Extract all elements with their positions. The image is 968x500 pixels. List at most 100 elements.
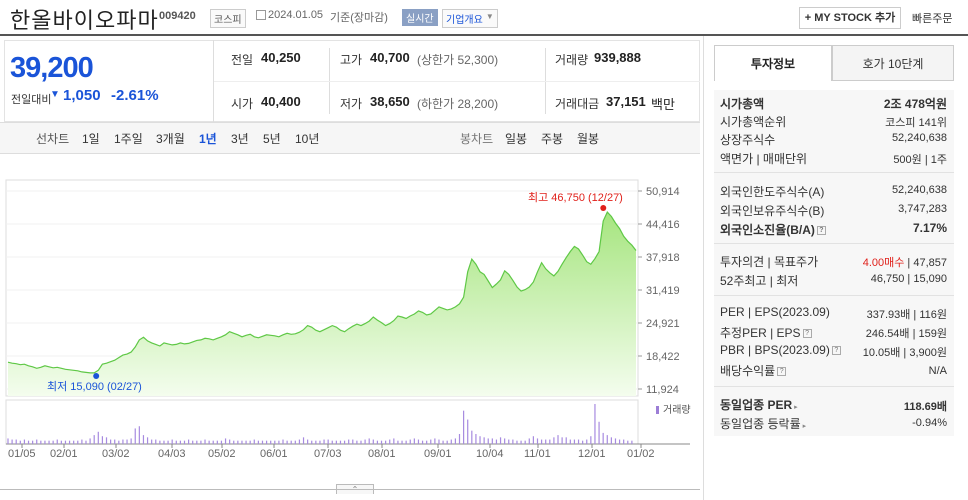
help-icon[interactable]: ? xyxy=(777,367,787,377)
volume-bar xyxy=(15,439,17,444)
y-axis-ticks: 50,914 44,416 37,918 31,419 24,921 18,422 11,9… xyxy=(638,186,680,396)
x-tick-label: 06/01 xyxy=(260,448,288,460)
tab-3m[interactable]: 3개월 xyxy=(156,132,185,146)
volume-bar xyxy=(101,436,104,444)
volume-bar xyxy=(261,440,264,444)
volume-bar xyxy=(508,439,510,444)
volume-bar xyxy=(417,439,420,444)
volume-bar xyxy=(126,439,128,444)
company-overview-button[interactable]: 기업개요 ▼ xyxy=(442,9,498,28)
tab-orderbook-10[interactable]: 호가 10단계 xyxy=(832,45,954,81)
volume-bar xyxy=(241,440,243,444)
foreign-own-label: 외국인보유주식수(B) xyxy=(720,204,825,218)
line-chart-label: 선차트 xyxy=(36,132,70,146)
sector-change-value: -0.94% xyxy=(912,417,947,429)
volume-bar xyxy=(286,440,288,444)
volume-bar xyxy=(463,410,465,444)
x-tick-label: 08/01 xyxy=(368,448,396,460)
volume-bar xyxy=(142,435,145,444)
volume-bar xyxy=(401,440,403,444)
tab-monthly-candle[interactable]: 월봉 xyxy=(577,132,600,146)
volume-bar xyxy=(442,440,444,444)
volume-bar xyxy=(426,440,428,444)
volume-frame xyxy=(5,399,639,445)
y-tick-label: 24,921 xyxy=(646,318,680,330)
x-tick-label: 12/01 xyxy=(578,448,606,460)
volume-bar xyxy=(253,439,255,444)
volume-bar xyxy=(483,437,485,444)
volume-bar xyxy=(627,440,629,444)
x-tick-label: 09/01 xyxy=(424,448,452,460)
volume-bar xyxy=(421,440,424,444)
volume-bar xyxy=(179,440,181,444)
tab-5y[interactable]: 5년 xyxy=(263,132,281,146)
volume-bar xyxy=(188,439,190,444)
volume-bar xyxy=(245,440,247,444)
volume-bar xyxy=(159,440,161,444)
tab-1d[interactable]: 1일 xyxy=(82,132,100,146)
volume-bar xyxy=(549,439,551,444)
volume-bar xyxy=(553,437,555,444)
volume-bar xyxy=(364,439,366,444)
section-divider xyxy=(714,386,954,387)
tab-daily-candle[interactable]: 일봉 xyxy=(505,132,528,146)
y-tick-label: 44,416 xyxy=(646,219,680,231)
chart-tab-bar xyxy=(0,122,700,154)
volume-bar xyxy=(208,440,210,444)
tab-3y[interactable]: 3년 xyxy=(231,132,249,146)
market-cap-rank-value: 코스피 141위 xyxy=(885,117,947,129)
volume-bar xyxy=(467,419,469,444)
help-icon[interactable]: ? xyxy=(802,329,812,339)
x-tick-label: 11/01 xyxy=(524,448,551,460)
volume-bar xyxy=(52,440,54,444)
down-triangle-icon: ▼ xyxy=(50,89,60,100)
volume-bar xyxy=(545,439,547,444)
tab-10y[interactable]: 10년 xyxy=(295,132,320,146)
volume-bar xyxy=(557,435,559,444)
volume-bar xyxy=(372,439,374,444)
tab-weekly-candle[interactable]: 주봉 xyxy=(541,132,564,146)
sector-change-label-row[interactable]: 동일업종 등락률 ▸ xyxy=(720,415,806,432)
price-chart[interactable]: 50,914 44,416 37,918 31,419 24,921 18,422 11,9… xyxy=(0,160,700,470)
chart-bottom-divider xyxy=(0,489,700,490)
sector-per-label-row[interactable]: 동일업종 PER ▸ xyxy=(720,396,798,413)
min-label: 최저 15,090 (02/27) xyxy=(47,380,142,393)
quote-row-divider xyxy=(214,81,700,82)
tab-1w[interactable]: 1주일 xyxy=(114,132,143,146)
volume-bar xyxy=(146,437,149,444)
volume-bar xyxy=(97,431,99,444)
face-value-value: 500원 | 1주 xyxy=(893,154,947,166)
amount-unit: 백만 xyxy=(651,97,675,112)
volume-value: 939,888 xyxy=(594,50,641,65)
volume-bar xyxy=(598,421,600,444)
tab-invest-info[interactable]: 투자정보 xyxy=(714,45,832,81)
calendar-icon xyxy=(256,10,266,20)
help-icon[interactable]: ? xyxy=(831,346,841,356)
quick-order-button[interactable]: 빠른주문 xyxy=(912,13,953,25)
volume-bar xyxy=(360,440,362,444)
foreign-ratio-value: 7.17% xyxy=(912,221,947,235)
volume-bar xyxy=(122,439,124,444)
target-price: 47,857 xyxy=(913,257,947,269)
volume-bar xyxy=(430,439,432,444)
help-icon[interactable]: ? xyxy=(816,226,826,236)
add-mystock-button[interactable]: + MY STOCK 추가 xyxy=(799,7,901,29)
volume-bar xyxy=(290,440,292,444)
upper-limit: (상한가 52,300) xyxy=(417,53,499,67)
realtime-button[interactable]: 실시간 xyxy=(402,9,438,26)
volume-bar xyxy=(524,440,526,444)
volume-bar xyxy=(606,435,608,444)
volume-legend-swatch xyxy=(656,406,659,414)
x-tick-label: 03/02 xyxy=(102,448,130,460)
volume-bar xyxy=(298,439,301,444)
low-label: 저가 xyxy=(340,97,363,111)
stock-code: 009420 xyxy=(159,10,196,22)
prev-close-value: 40,250 xyxy=(261,50,301,65)
52week-value: 46,750 | 15,090 xyxy=(870,273,947,285)
volume-bar xyxy=(192,440,194,444)
volume-bar xyxy=(586,439,588,444)
volume-bar xyxy=(48,440,50,444)
section-divider xyxy=(714,243,954,244)
tab-1y[interactable]: 1년 xyxy=(199,132,217,146)
base-time-note: 기준(장마감) xyxy=(330,12,388,24)
